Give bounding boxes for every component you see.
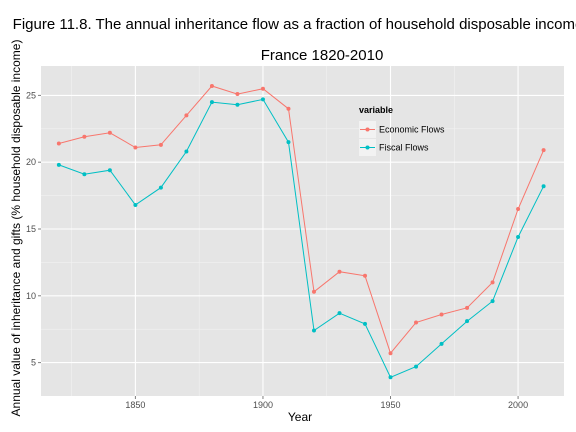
legend-key-point-fiscal-flows	[366, 146, 370, 150]
y-tick-label: 15	[26, 224, 36, 234]
plot-panel	[41, 66, 564, 396]
data-point-fiscal-flows	[159, 186, 163, 190]
data-point-fiscal-flows	[133, 203, 137, 207]
data-point-fiscal-flows	[261, 97, 265, 101]
data-point-economic-flows	[516, 207, 520, 211]
data-point-economic-flows	[133, 145, 137, 149]
y-axis-title: Annual value of inheritance and gifts (%…	[9, 40, 23, 417]
data-point-fiscal-flows	[491, 299, 495, 303]
data-point-economic-flows	[465, 306, 469, 310]
legend-label-economic-flows: Economic Flows	[379, 125, 445, 135]
data-point-economic-flows	[440, 313, 444, 317]
data-point-fiscal-flows	[542, 184, 546, 188]
legend-title: variable	[359, 105, 393, 115]
y-tick-label: 10	[26, 291, 36, 301]
data-point-fiscal-flows	[57, 163, 61, 167]
data-point-fiscal-flows	[516, 235, 520, 239]
data-point-economic-flows	[491, 280, 495, 284]
data-point-economic-flows	[337, 270, 341, 274]
x-tick-label: 2000	[508, 400, 528, 410]
data-point-fiscal-flows	[337, 311, 341, 315]
data-point-fiscal-flows	[440, 342, 444, 346]
data-point-economic-flows	[210, 84, 214, 88]
data-point-economic-flows	[389, 351, 393, 355]
y-tick-label: 20	[26, 157, 36, 167]
data-point-economic-flows	[184, 113, 188, 117]
data-point-fiscal-flows	[235, 103, 239, 107]
data-point-economic-flows	[235, 92, 239, 96]
data-point-fiscal-flows	[210, 100, 214, 104]
data-point-fiscal-flows	[363, 322, 367, 326]
data-point-fiscal-flows	[312, 329, 316, 333]
legend-key-point-economic-flows	[366, 128, 370, 132]
data-point-fiscal-flows	[184, 150, 188, 154]
data-point-fiscal-flows	[465, 319, 469, 323]
data-point-fiscal-flows	[414, 365, 418, 369]
data-point-fiscal-flows	[108, 168, 112, 172]
x-axis: 1850 1900 1950 2000	[125, 396, 528, 410]
chart-subtitle: France 1820-2010	[261, 47, 384, 64]
x-tick-label: 1850	[125, 400, 145, 410]
data-point-economic-flows	[286, 107, 290, 111]
data-point-economic-flows	[363, 274, 367, 278]
y-tick-label: 25	[26, 90, 36, 100]
data-point-economic-flows	[312, 290, 316, 294]
legend-label-fiscal-flows: Fiscal Flows	[379, 143, 429, 153]
data-point-economic-flows	[82, 135, 86, 139]
data-point-economic-flows	[108, 131, 112, 135]
chart-title: Figure 11.8. The annual inheritance flow…	[13, 16, 576, 33]
x-axis-title: Year	[288, 410, 312, 424]
y-axis: 5 10 15 20 25	[26, 90, 41, 367]
data-point-fiscal-flows	[286, 140, 290, 144]
data-point-fiscal-flows	[82, 172, 86, 176]
y-tick-label: 5	[31, 358, 36, 368]
data-point-economic-flows	[57, 141, 61, 145]
data-point-economic-flows	[414, 321, 418, 325]
data-point-economic-flows	[542, 148, 546, 152]
x-tick-label: 1950	[381, 400, 401, 410]
data-point-economic-flows	[261, 87, 265, 91]
data-point-fiscal-flows	[389, 375, 393, 379]
x-tick-label: 1900	[253, 400, 273, 410]
data-point-economic-flows	[159, 143, 163, 147]
